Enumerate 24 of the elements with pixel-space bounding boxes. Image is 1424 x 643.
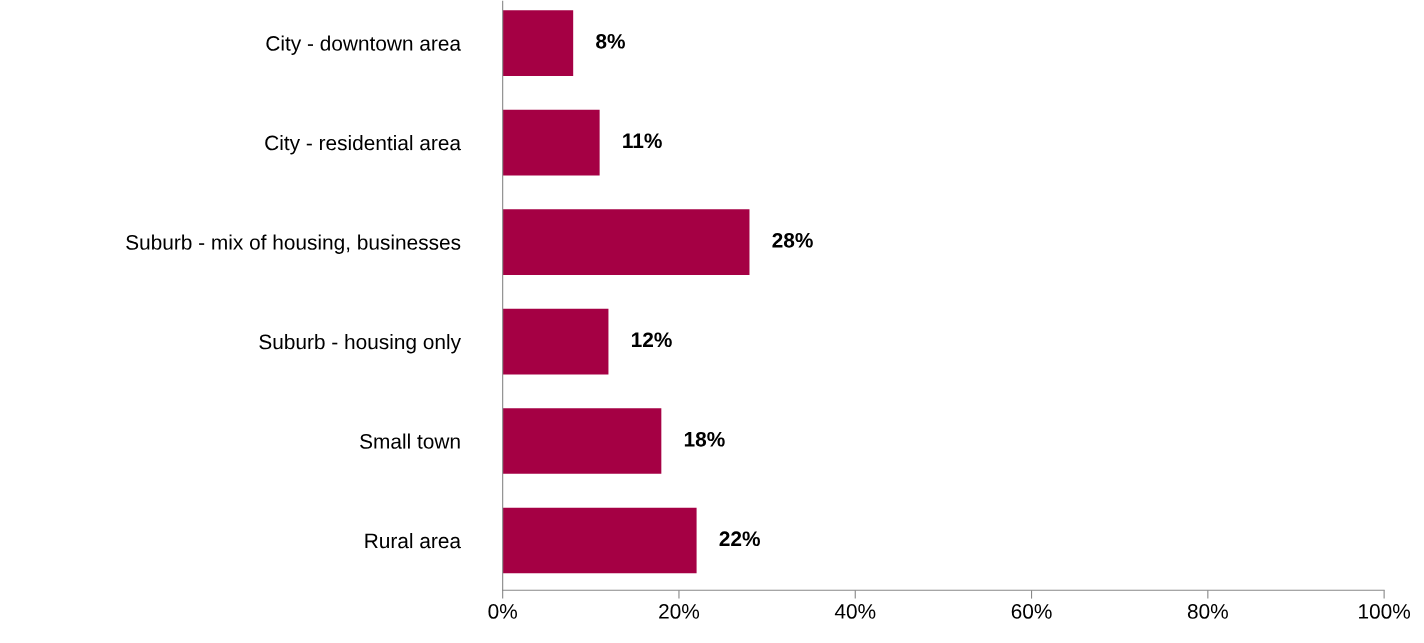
bar [502, 10, 574, 76]
bar [502, 507, 697, 574]
bar [502, 308, 609, 375]
y-tick-label: Rural area [365, 532, 462, 549]
y-tick-label: Small town [360, 433, 460, 449]
bar [502, 209, 750, 275]
x-tick-label: 80% [1187, 604, 1228, 619]
data-label: 22% [719, 531, 760, 547]
data-label: 8% [596, 33, 625, 49]
bar [502, 408, 662, 474]
data-label: 12% [631, 332, 672, 348]
x-tick-label: 100% [1359, 604, 1411, 619]
y-tick-label: Suburb - mix of housing, businesses [126, 234, 461, 254]
x-tick-label: 20% [659, 604, 700, 619]
x-tick-label: 60% [1011, 604, 1052, 619]
data-label: 11% [623, 133, 662, 149]
y-tick-label: Suburb - housing only [259, 334, 461, 354]
data-label: 28% [772, 232, 813, 248]
y-tick-label: City - downtown area [266, 35, 462, 55]
bar [502, 109, 600, 176]
data-label: 18% [684, 431, 725, 447]
x-tick-label: 0% [488, 604, 517, 619]
x-tick-label: 40% [834, 604, 876, 619]
y-tick-label: City - residential area [265, 135, 462, 155]
